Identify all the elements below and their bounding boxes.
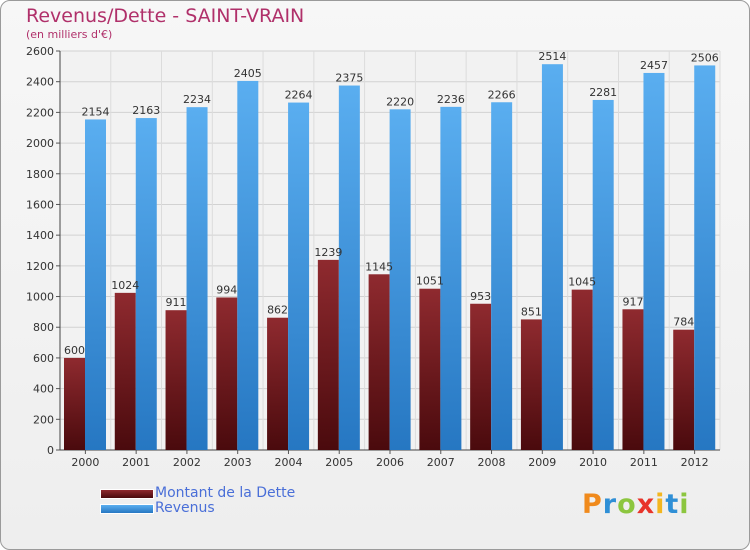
data-label-debt: 953: [470, 290, 491, 303]
y-tick-label: 2200: [26, 106, 54, 119]
logo-letter: o: [617, 489, 637, 520]
logo-letter: i: [679, 489, 690, 520]
data-label-debt: 851: [521, 305, 542, 318]
bar-revenue: [643, 72, 665, 450]
bar-revenue: [440, 106, 462, 451]
data-label-revenue: 2234: [183, 93, 211, 106]
bar-debt: [216, 297, 238, 450]
data-label-revenue: 2236: [437, 93, 465, 106]
y-tick-label: 2600: [26, 45, 54, 58]
x-tick-label: 2001: [122, 456, 150, 469]
data-label-revenue: 2457: [640, 59, 668, 72]
x-tick-label: 2012: [681, 456, 709, 469]
bar-revenue: [694, 65, 716, 450]
bar-debt: [317, 259, 339, 450]
bar-debt: [571, 289, 593, 450]
x-tick-label: 2004: [274, 456, 302, 469]
x-tick-label: 2008: [478, 456, 506, 469]
bar-revenue: [186, 107, 208, 450]
y-tick-label: 0: [47, 444, 54, 457]
y-tick-label: 1000: [26, 291, 54, 304]
data-label-revenue: 2405: [234, 67, 262, 80]
bars: [64, 64, 716, 451]
bar-debt: [419, 288, 441, 450]
data-label-revenue: 2154: [82, 105, 110, 118]
bar-debt: [673, 329, 695, 450]
bar-revenue: [237, 80, 259, 451]
logo-letter: r: [602, 489, 618, 520]
logo-letter: x: [636, 489, 656, 520]
bar-debt: [470, 303, 492, 450]
y-tick-label: 600: [33, 352, 54, 365]
y-tick-label: 400: [33, 383, 54, 396]
legend-label-debt: Montant de la Dette: [155, 485, 296, 501]
x-tick-label: 2009: [528, 456, 556, 469]
y-tick-label: 1400: [26, 229, 54, 242]
bar-revenue: [541, 64, 563, 450]
bar-revenue: [592, 99, 614, 451]
logo-letter: i: [655, 489, 666, 520]
bar-revenue: [389, 109, 411, 451]
data-label-debt: 994: [216, 283, 237, 296]
bar-debt: [64, 357, 85, 450]
data-label-revenue: 2163: [132, 104, 160, 117]
x-tick-label: 2010: [579, 456, 607, 469]
data-label-revenue: 2220: [386, 95, 414, 108]
legend-label-revenue: Revenus: [155, 500, 215, 516]
x-tick-label: 2011: [630, 456, 658, 469]
logo-letter: t: [665, 489, 680, 520]
x-tick-label: 2006: [376, 456, 404, 469]
y-tick-label: 2000: [26, 137, 54, 150]
data-label-revenue: 2266: [488, 88, 516, 101]
legend-swatch-revenue: [100, 504, 154, 514]
bar-revenue: [338, 85, 360, 451]
chart-subtitle: (en milliers d'€): [26, 28, 113, 41]
bar-revenue: [491, 102, 513, 450]
data-label-debt: 862: [267, 304, 288, 317]
x-tick-label: 2003: [224, 456, 252, 469]
axes: 0 200 400 600 800 1000 1200 1400 1600 1800 2000 220…: [26, 45, 720, 469]
legend-swatch-debt: [100, 489, 154, 499]
bar-revenue: [288, 102, 310, 450]
x-tick-label: 2005: [325, 456, 353, 469]
data-label-debt: 1145: [365, 260, 393, 273]
bar-debt: [368, 274, 390, 450]
data-label-revenue: 2375: [335, 72, 363, 85]
x-tick-label: 2007: [427, 456, 455, 469]
data-label-revenue: 2514: [538, 50, 566, 63]
bar-debt: [114, 292, 136, 450]
data-labels: 600 2154 1024 2163 911 2234 994 2405 862 2264 1239…: [64, 50, 719, 357]
y-tick-label: 1800: [26, 168, 54, 181]
y-tick-label: 2400: [26, 76, 54, 89]
logo-letter: P: [582, 489, 603, 520]
data-label-debt: 911: [166, 296, 187, 309]
bar-revenue: [85, 119, 106, 450]
bar-debt: [520, 319, 542, 450]
y-tick-label: 200: [33, 413, 54, 426]
data-label-revenue: 2264: [285, 89, 313, 102]
data-label-debt: 784: [673, 316, 694, 329]
data-label-debt: 1045: [568, 276, 596, 289]
data-label-revenue: 2281: [589, 86, 617, 99]
bar-debt: [622, 309, 644, 450]
bar-debt: [267, 317, 289, 450]
data-label-debt: 1239: [314, 246, 342, 259]
y-tick-label: 1200: [26, 260, 54, 273]
y-tick-label: 1600: [26, 198, 54, 211]
data-label-revenue: 2506: [691, 51, 719, 64]
proxiti-logo: Proxiti: [582, 489, 690, 520]
data-label-debt: 600: [64, 344, 85, 357]
y-tick-label: 800: [33, 321, 54, 334]
chart-title: Revenus/Dette - SAINT-VRAIN: [26, 5, 305, 27]
x-tick-label: 2002: [173, 456, 201, 469]
data-label-debt: 1024: [111, 279, 139, 292]
data-label-debt: 1051: [416, 275, 444, 288]
bar-revenue: [135, 118, 157, 451]
x-tick-label: 2000: [71, 456, 99, 469]
bar-debt: [165, 310, 187, 450]
data-label-debt: 917: [622, 295, 643, 308]
